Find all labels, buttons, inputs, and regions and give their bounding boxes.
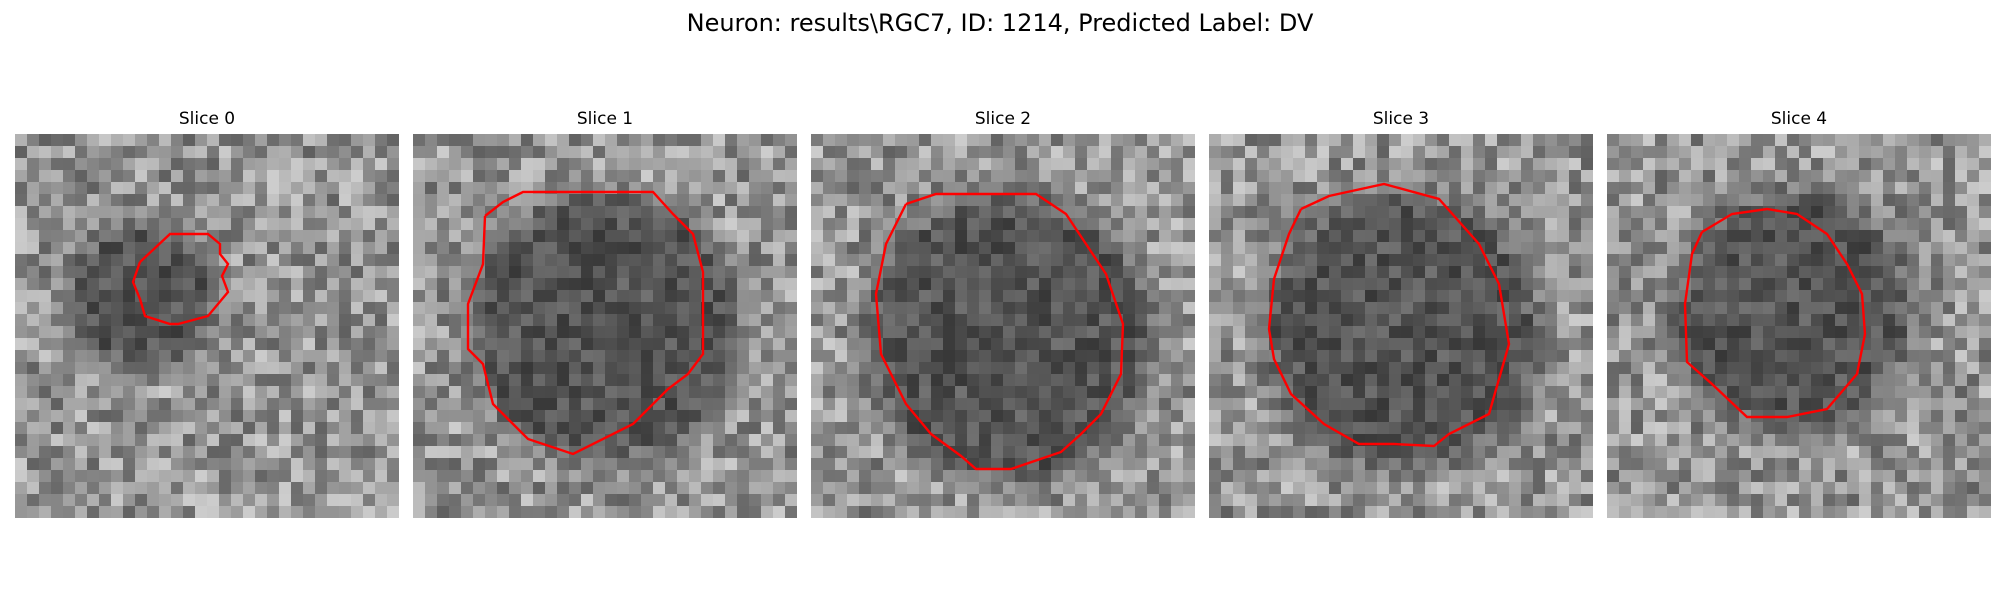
slice-pixels — [1607, 134, 1991, 518]
slice-panel-1: Slice 1 — [413, 108, 797, 520]
slice-image — [811, 134, 1195, 518]
slice-pixels — [811, 134, 1195, 518]
slice-image — [1607, 134, 1991, 518]
slice-pixels — [15, 134, 399, 518]
segmentation-contour — [1267, 182, 1511, 448]
slice-title: Slice 2 — [974, 109, 1032, 129]
slice-pixels — [1209, 134, 1593, 518]
segmentation-contour — [1683, 207, 1867, 419]
slice-panel-0: Slice 0 — [15, 108, 399, 520]
slice-title: Slice 4 — [1770, 109, 1828, 129]
slice-panel-4: Slice 4 — [1607, 108, 1991, 520]
segmentation-contour — [874, 192, 1125, 471]
slice-title: Slice 1 — [576, 109, 634, 129]
segmentation-contour — [466, 190, 705, 456]
slice-panel-3: Slice 3 — [1209, 108, 1593, 520]
segmentation-contour — [131, 232, 230, 326]
slice-title: Slice 0 — [178, 109, 236, 129]
slice-title: Slice 3 — [1372, 109, 1430, 129]
slice-image — [1209, 134, 1593, 518]
slice-panel-2: Slice 2 — [811, 108, 1195, 520]
slice-image — [413, 134, 797, 518]
slice-image — [15, 134, 399, 518]
figure-title: Neuron: results\RGC7, ID: 1214, Predicte… — [686, 9, 1314, 37]
